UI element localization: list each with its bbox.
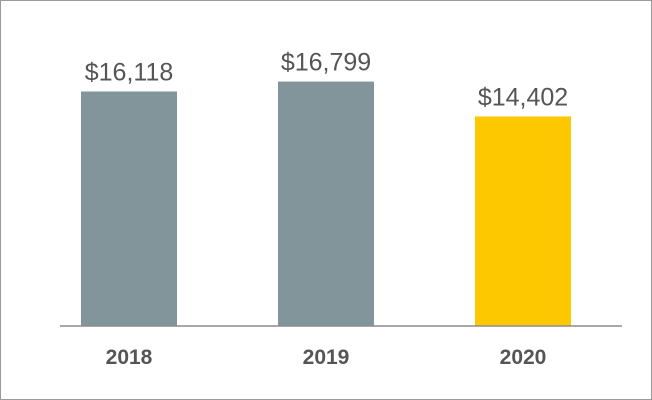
value-label-2020: $14,402 — [478, 83, 568, 111]
bar-2019 — [278, 81, 374, 326]
category-label-2018: 2018 — [106, 346, 153, 369]
category-label-2019: 2019 — [303, 346, 350, 369]
labels-group: $16,118 2018 $16,799 2019 $14,402 2020 — [85, 49, 568, 369]
bar-2018 — [81, 91, 177, 327]
bar-2020 — [475, 116, 571, 326]
bars-group — [81, 81, 571, 327]
value-label-2018: $16,118 — [85, 58, 174, 86]
value-label-2019: $16,799 — [281, 49, 371, 77]
category-label-2020: 2020 — [500, 346, 547, 369]
